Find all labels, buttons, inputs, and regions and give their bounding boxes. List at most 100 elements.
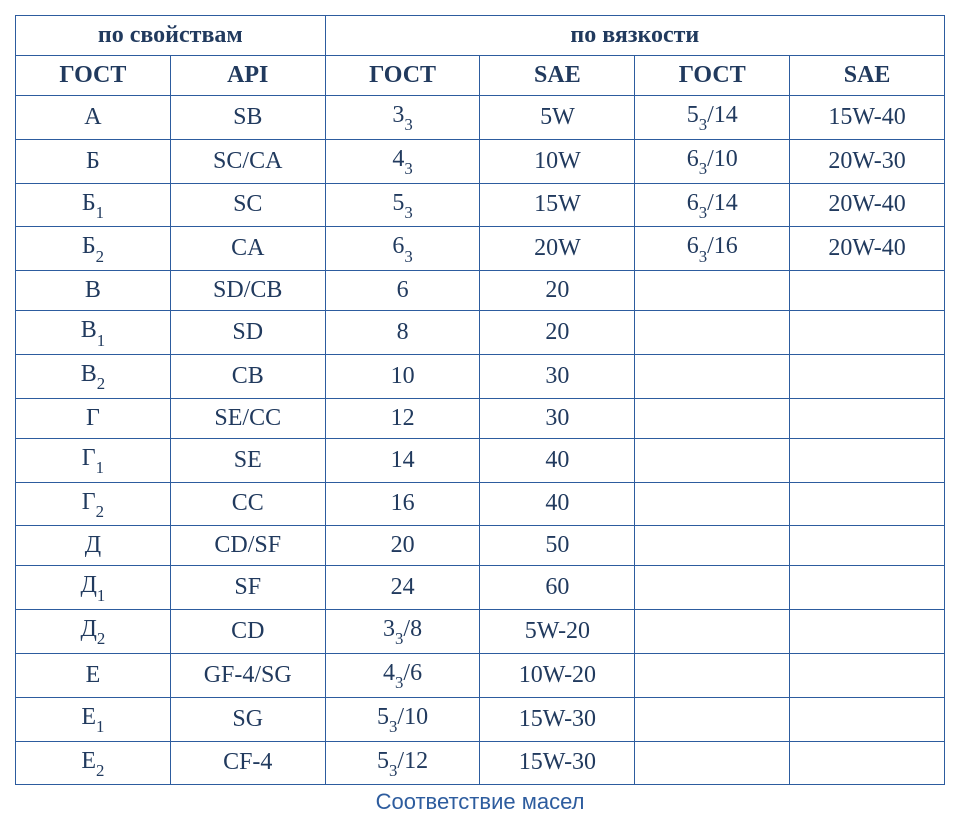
table-cell: 53/12 (325, 741, 480, 785)
table-cell: CB (170, 354, 325, 398)
table-cell: 53/14 (635, 96, 790, 140)
table-cell: 15W-40 (790, 96, 945, 140)
table-row: В1SD820 (16, 311, 945, 355)
table-cell: 30 (480, 354, 635, 398)
table-cell: SB (170, 96, 325, 140)
table-cell: 20W (480, 227, 635, 271)
table-row: Б2CA6320W63/1620W-40 (16, 227, 945, 271)
table-cell: 43/6 (325, 653, 480, 697)
table-cell: 43 (325, 139, 480, 183)
table-cell (790, 438, 945, 482)
table-row: В2CB1030 (16, 354, 945, 398)
table-cell (635, 311, 790, 355)
table-row: Г2CC1640 (16, 482, 945, 526)
table-cell: 10W (480, 139, 635, 183)
table-cell: SC (170, 183, 325, 227)
table-cell (635, 741, 790, 785)
table-row: Е2CF-453/1215W-30 (16, 741, 945, 785)
column-header-row: ГОСТ API ГОСТ SAE ГОСТ SAE (16, 56, 945, 96)
table-cell: В (16, 271, 171, 311)
table-row: ЕGF-4/SG43/610W-20 (16, 653, 945, 697)
col-header: ГОСТ (325, 56, 480, 96)
table-cell: CA (170, 227, 325, 271)
table-cell: 15W-30 (480, 697, 635, 741)
table-cell: CF-4 (170, 741, 325, 785)
table-cell: 63 (325, 227, 480, 271)
table-cell: 53 (325, 183, 480, 227)
table-cell: Г1 (16, 438, 171, 482)
group-header-viscosity: по вязкости (325, 16, 944, 56)
table-body: АSB335W53/1415W-40БSC/CA4310W63/1020W-30… (16, 96, 945, 785)
table-cell: 15W-30 (480, 741, 635, 785)
table-cell: А (16, 96, 171, 140)
table-cell: Д (16, 526, 171, 566)
table-row: БSC/CA4310W63/1020W-30 (16, 139, 945, 183)
table-cell: 20W-40 (790, 227, 945, 271)
table-cell: Г (16, 398, 171, 438)
table-cell: 63/10 (635, 139, 790, 183)
table-cell: 40 (480, 482, 635, 526)
table-cell: 20 (480, 271, 635, 311)
table-row: ВSD/CB620 (16, 271, 945, 311)
table-cell: 15W (480, 183, 635, 227)
table-cell (790, 653, 945, 697)
table-cell: Е1 (16, 697, 171, 741)
table-cell: Д1 (16, 566, 171, 610)
table-cell (635, 398, 790, 438)
table-cell: CD/SF (170, 526, 325, 566)
table-cell: 14 (325, 438, 480, 482)
group-header-properties: по свойствам (16, 16, 326, 56)
table-cell: 16 (325, 482, 480, 526)
table-cell: 8 (325, 311, 480, 355)
table-cell: 10 (325, 354, 480, 398)
table-cell: 40 (480, 438, 635, 482)
table-cell (790, 741, 945, 785)
group-header-row: по свойствам по вязкости (16, 16, 945, 56)
col-header: ГОСТ (635, 56, 790, 96)
table-cell (635, 526, 790, 566)
col-header: SAE (790, 56, 945, 96)
table-cell: SD (170, 311, 325, 355)
table-cell: 10W-20 (480, 653, 635, 697)
table-cell: 33 (325, 96, 480, 140)
table-row: АSB335W53/1415W-40 (16, 96, 945, 140)
table-cell: 20W-30 (790, 139, 945, 183)
table-caption: Соответствие масел (15, 785, 945, 815)
table-row: Е1SG53/1015W-30 (16, 697, 945, 741)
table-cell: 12 (325, 398, 480, 438)
table-cell: SG (170, 697, 325, 741)
table-cell (635, 653, 790, 697)
table-cell: SE (170, 438, 325, 482)
table-cell (790, 697, 945, 741)
table-cell: 6 (325, 271, 480, 311)
table-cell: SD/CB (170, 271, 325, 311)
table-cell: Е (16, 653, 171, 697)
table-cell: Б1 (16, 183, 171, 227)
table-cell: GF-4/SG (170, 653, 325, 697)
table-cell (635, 271, 790, 311)
table-cell: 24 (325, 566, 480, 610)
table-cell (790, 526, 945, 566)
table-cell (790, 271, 945, 311)
table-cell: CD (170, 610, 325, 654)
table-cell: 60 (480, 566, 635, 610)
table-cell: В2 (16, 354, 171, 398)
table-row: Г1SE1440 (16, 438, 945, 482)
col-header: SAE (480, 56, 635, 96)
table-cell (635, 482, 790, 526)
col-header: API (170, 56, 325, 96)
table-cell (635, 438, 790, 482)
table-cell: Г2 (16, 482, 171, 526)
table-row: ДCD/SF2050 (16, 526, 945, 566)
table-cell (790, 398, 945, 438)
table-cell: 20 (325, 526, 480, 566)
table-cell: SF (170, 566, 325, 610)
table-cell: Е2 (16, 741, 171, 785)
table-cell: Б2 (16, 227, 171, 271)
table-cell: 20W-40 (790, 183, 945, 227)
table-cell: SC/CA (170, 139, 325, 183)
table-cell: 53/10 (325, 697, 480, 741)
table-cell (790, 354, 945, 398)
table-cell: 5W (480, 96, 635, 140)
table-cell: 63/16 (635, 227, 790, 271)
